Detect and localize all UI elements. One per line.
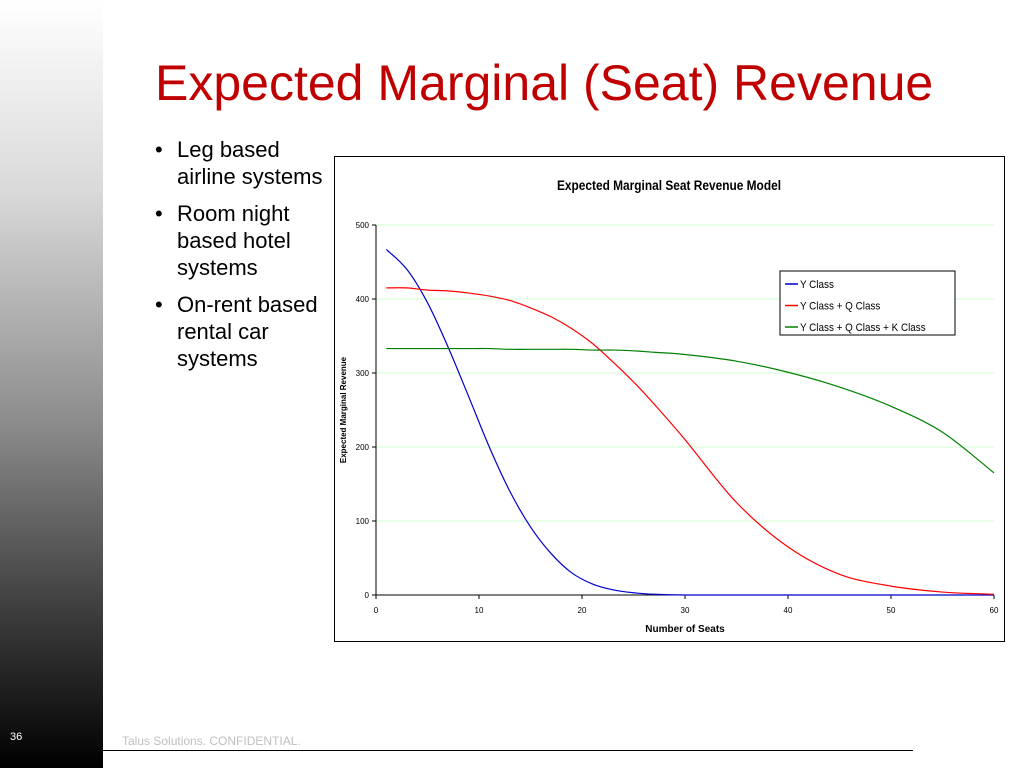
series-line-3 <box>386 347 995 474</box>
y-tick-label: 400 <box>356 295 370 304</box>
legend-label: Y Class + Q Class <box>800 301 880 313</box>
line-chart: Expected Marginal Seat Revenue Model0100… <box>339 177 999 635</box>
legend-label: Y Class + Q Class + K Class <box>800 323 926 335</box>
legend-label: Y Class <box>800 280 834 292</box>
legend-box <box>779 270 956 336</box>
x-tick-label: 60 <box>990 606 999 615</box>
sidebar-gradient: 36 <box>0 0 103 768</box>
x-tick-label: 50 <box>887 606 896 615</box>
y-tick-label: 0 <box>365 591 370 600</box>
y-tick-label: 300 <box>356 369 370 378</box>
x-tick-label: 40 <box>784 606 793 615</box>
bullet-item-on-rent: On-rent based rental car systems <box>150 291 325 372</box>
y-tick-label: 500 <box>356 221 370 230</box>
y-tick-label: 100 <box>356 517 370 526</box>
series-line-1 <box>385 248 994 596</box>
footer-confidential: Talus Solutions. CONFIDENTIAL. <box>122 734 301 748</box>
chart-title: Expected Marginal Seat Revenue Model <box>557 177 781 193</box>
y-axis-label: Expected Marginal Revenue <box>339 356 348 463</box>
chart-container: Expected Marginal Seat Revenue Model 0 100… <box>334 156 1005 642</box>
slide-title: Expected Marginal (Seat) Revenue <box>155 55 934 111</box>
footer-divider <box>103 750 913 751</box>
x-axis-label: Number of Seats <box>645 624 725 635</box>
bullet-list: Leg based airline systems Room night bas… <box>150 136 325 382</box>
x-tick-label: 30 <box>681 606 690 615</box>
x-tick-label: 0 <box>374 606 379 615</box>
bullet-item-room-night: Room night based hotel systems <box>150 200 325 281</box>
bullet-item-leg-based: Leg based airline systems <box>150 136 325 190</box>
x-tick-label: 20 <box>578 606 587 615</box>
series-line-2 <box>386 287 995 595</box>
slide-number: 36 <box>10 731 23 743</box>
x-tick-label: 10 <box>475 606 484 615</box>
y-tick-label: 200 <box>356 443 370 452</box>
